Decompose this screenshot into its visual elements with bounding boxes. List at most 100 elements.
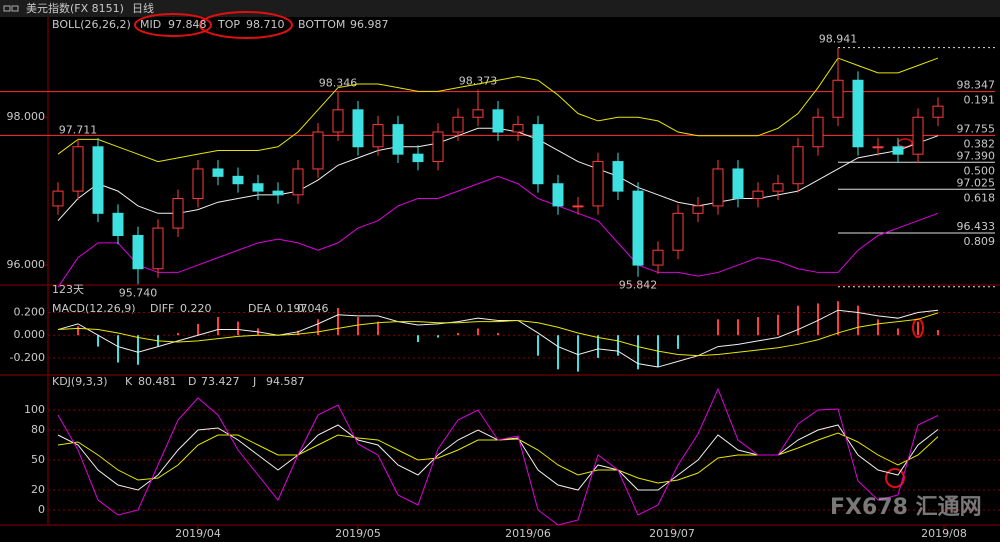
indicator-name: KDJ(9,3,3) — [52, 375, 108, 388]
x-tick-label: 2019/05 — [335, 527, 381, 540]
candle-body — [332, 109, 344, 133]
macd-bar — [557, 335, 559, 370]
x-tick-label: 2019/07 — [649, 527, 695, 540]
indicator-line — [57, 387, 939, 526]
legend-value: 0.046 — [297, 302, 329, 315]
macd-bar — [777, 314, 779, 336]
macd-bar — [297, 330, 299, 336]
legend-name: BOTTOM — [298, 18, 345, 31]
candle-body — [732, 168, 744, 200]
candle-body — [452, 116, 464, 133]
candle-body — [532, 124, 544, 185]
x-tick-label: 2019/08 — [921, 527, 967, 540]
macd-bar — [877, 319, 879, 336]
candle-body — [272, 190, 284, 196]
candle-body — [492, 109, 504, 133]
candle-body — [832, 79, 844, 118]
candle-body — [132, 234, 144, 270]
macd-bar — [717, 319, 719, 336]
candle-body — [192, 168, 204, 200]
macd-bar — [317, 319, 319, 336]
level-ratio: 0.500 — [964, 164, 996, 177]
y-tick-label: 96.000 — [7, 258, 46, 271]
icon — [3, 5, 11, 12]
level-price: 96.433 — [957, 220, 996, 233]
candle-body — [252, 183, 264, 192]
legend-value: 96.987 — [350, 18, 389, 31]
icon — [11, 5, 19, 12]
extreme-label: 95.842 — [619, 279, 658, 292]
macd-bar — [197, 323, 199, 336]
legend-name: D — [188, 375, 196, 388]
legend-name: K — [125, 375, 133, 388]
candle-body — [412, 153, 424, 163]
indicator-line — [57, 175, 939, 288]
legend-value: 73.427 — [201, 375, 240, 388]
legend-value: 0.220 — [180, 302, 212, 315]
macd-bar — [857, 305, 859, 336]
macd-bar — [577, 335, 579, 372]
candle-body — [72, 146, 84, 192]
macd-bar — [937, 330, 939, 336]
annotation-circle — [885, 468, 905, 488]
period-selector[interactable]: 日线 — [132, 1, 154, 15]
extreme-label: 98.373 — [459, 75, 498, 88]
candle-body — [472, 109, 484, 118]
legend-name: TOP — [217, 18, 240, 31]
macd-bar — [97, 335, 99, 347]
candle-body — [652, 249, 664, 266]
y-tick-label: 100 — [24, 403, 45, 416]
candle-body — [432, 131, 444, 163]
macd-bar — [617, 335, 619, 356]
candle-body — [592, 161, 604, 207]
level-ratio: 0.382 — [964, 137, 996, 150]
candle-body — [52, 190, 64, 207]
candle-body — [512, 124, 524, 133]
x-tick-label: 2019/06 — [505, 527, 551, 540]
candle-body — [172, 198, 184, 229]
macd-bar — [497, 332, 499, 336]
macd-bar — [77, 326, 79, 336]
y-tick-label: 0.200 — [14, 306, 46, 319]
macd-bar — [817, 303, 819, 336]
candle-body — [372, 124, 384, 148]
candle-body — [552, 183, 564, 207]
macd-bar — [457, 332, 459, 336]
candle-body — [912, 116, 924, 155]
macd-bar — [237, 321, 239, 336]
extreme-label: 98.941 — [819, 33, 858, 46]
candle-body — [752, 190, 764, 200]
candle-body — [112, 212, 124, 236]
legend-value: 98.710 — [246, 18, 285, 31]
candle-body — [692, 205, 704, 214]
legend-value: 80.481 — [138, 375, 177, 388]
macd-bar — [797, 305, 799, 336]
macd-bar — [917, 321, 919, 336]
candle-body — [152, 227, 164, 270]
legend-value: 97.848 — [168, 18, 207, 31]
legend-name: J — [252, 375, 256, 388]
level-ratio: 0.191 — [964, 94, 996, 107]
legend-value: 0.197 — [276, 302, 308, 315]
macd-bar — [477, 328, 479, 336]
annotation-circle — [199, 11, 293, 39]
macd-bar — [437, 335, 439, 338]
level-price: 98.347 — [957, 79, 996, 92]
candle-body — [672, 212, 684, 251]
legend-name: MID — [140, 18, 161, 31]
level-price: 97.390 — [957, 149, 996, 162]
indicator-line — [57, 57, 939, 163]
candle-body — [312, 131, 324, 170]
indicator-line — [57, 312, 939, 357]
y-tick-label: 98.000 — [7, 110, 46, 123]
candle-body — [892, 146, 904, 155]
y-tick-label: 80 — [31, 423, 45, 436]
macd-bar — [137, 335, 139, 365]
macd-bar — [377, 321, 379, 336]
candle-body — [572, 205, 584, 208]
extreme-label: 95.740 — [119, 286, 158, 299]
candle-body — [932, 105, 944, 118]
macd-bar — [417, 335, 419, 343]
